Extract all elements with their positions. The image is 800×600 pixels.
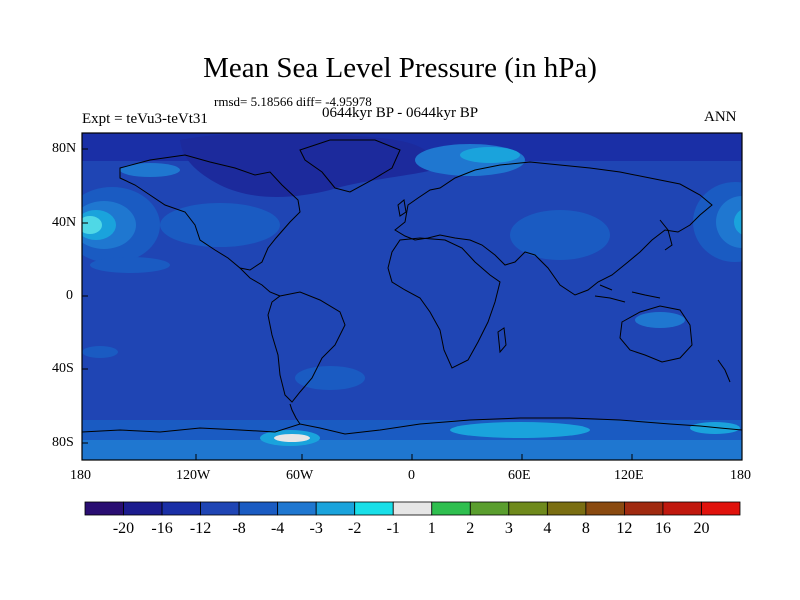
field-pacific-west-core xyxy=(82,216,102,234)
field-asia-light xyxy=(510,210,610,260)
colorbar-swatch xyxy=(392,501,433,516)
colorbar-swatch xyxy=(238,501,279,516)
field-australia-light xyxy=(635,312,685,328)
coast-south-america xyxy=(267,291,346,403)
colorbar-label: 4 xyxy=(543,520,552,537)
tick-marks xyxy=(82,148,633,460)
coast-greenland xyxy=(299,139,401,193)
lat-label-40N: 40N xyxy=(52,215,77,230)
lon-label-180-west: 180 xyxy=(70,468,91,483)
experiment-label: Expt = teVu3-teVt31 xyxy=(82,111,208,127)
colorbar-label: -4 xyxy=(270,520,285,537)
colorbar-swatch xyxy=(662,501,702,516)
field-greenland-low xyxy=(180,133,440,197)
period-label: 0644kyr BP - 0644kyr BP xyxy=(322,105,479,121)
field-base xyxy=(82,133,742,460)
colorbar-swatch xyxy=(315,501,356,516)
field-south-pacific-light xyxy=(82,346,118,358)
colorbar-label: 16 xyxy=(654,520,671,537)
colorbar-swatch xyxy=(508,501,548,516)
colorbar-swatch xyxy=(354,501,394,516)
field-south-atlantic-light xyxy=(295,366,365,390)
field-pacific-east-mid xyxy=(716,196,742,248)
lon-label-60W: 60W xyxy=(286,468,314,483)
lon-label-120E: 120E xyxy=(614,468,644,483)
lat-label-80S: 80S xyxy=(52,435,74,450)
colorbar-label: 1 xyxy=(427,520,436,537)
lon-label-120W: 120W xyxy=(176,468,211,483)
colorbar-swatch xyxy=(123,501,163,516)
coast-madagascar xyxy=(497,327,507,354)
colorbar-label: -2 xyxy=(348,520,362,537)
colorbar-swatch xyxy=(546,501,587,516)
coast-africa xyxy=(387,237,501,369)
colorbar-label: -16 xyxy=(151,520,173,537)
stats-label: rmsd= 5.18566 diff= -4.95978 xyxy=(214,94,372,109)
pressure-field xyxy=(82,133,742,460)
colorbar-swatch xyxy=(701,501,741,516)
colorbar-swatch xyxy=(277,501,317,516)
field-antarctic-inner xyxy=(82,440,742,460)
field-antarctic-east-light xyxy=(450,422,590,438)
coast-central-america xyxy=(239,267,281,297)
coast-antarctica xyxy=(82,417,742,435)
colorbar-swatch xyxy=(84,501,124,516)
coast-australia xyxy=(619,305,693,363)
coast-north-america xyxy=(119,154,301,271)
coast-indonesia xyxy=(594,284,661,303)
colorbar-swatch xyxy=(161,501,201,516)
field-north-america-light xyxy=(160,203,280,247)
colorbar-label: -20 xyxy=(112,520,135,537)
field-pacific-strip xyxy=(90,257,170,273)
coast-europe-asia xyxy=(394,161,713,296)
lat-label-80N: 80N xyxy=(52,141,77,156)
field-arctic-light-2 xyxy=(460,147,520,163)
colorbar-swatch xyxy=(585,501,625,516)
lon-label-60E: 60E xyxy=(508,468,531,483)
colorbar-label: 2 xyxy=(466,520,475,537)
colorbar-label: 8 xyxy=(581,520,590,537)
coast-british-isles xyxy=(397,199,407,217)
colorbar-label: -3 xyxy=(309,520,323,537)
colorbar-swatch xyxy=(431,501,471,516)
season-label: ANN xyxy=(704,109,737,125)
coast-antarctic-peninsula xyxy=(289,403,301,425)
field-arctic-light-3 xyxy=(120,163,180,177)
coast-new-zealand xyxy=(717,359,731,383)
coastlines xyxy=(82,139,742,435)
colorbar-swatch xyxy=(469,501,510,516)
colorbar-label: -12 xyxy=(189,520,212,537)
lat-label-0: 0 xyxy=(66,288,73,303)
coast-japan xyxy=(659,219,673,251)
colorbar xyxy=(84,501,741,516)
lon-label-0: 0 xyxy=(408,468,415,483)
field-pacific-east-inner xyxy=(734,209,742,235)
colorbar-label: 12 xyxy=(616,520,633,537)
colorbar-label: 3 xyxy=(504,520,513,537)
colorbar-swatch xyxy=(624,501,664,516)
colorbar-label: 20 xyxy=(693,520,710,537)
colorbar-label: -1 xyxy=(386,520,400,537)
colorbar-swatch xyxy=(200,501,240,516)
map-title: Mean Sea Level Pressure (in hPa) xyxy=(203,52,597,84)
field-weddell-core xyxy=(274,434,310,442)
lon-label-180-east: 180 xyxy=(730,468,751,483)
lat-label-40S: 40S xyxy=(52,361,74,376)
colorbar-label: -8 xyxy=(232,520,246,537)
